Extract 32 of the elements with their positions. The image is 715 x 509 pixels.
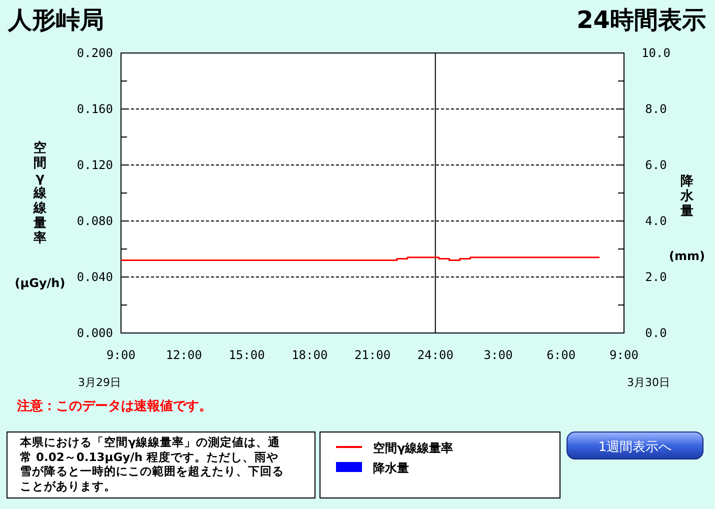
y2-tick-label: 10.0 [642,46,670,60]
text: 本県における「空間γ線線量率」の測定値は、通常 0.02～0.13μGy/h 程度です。ただし、雨や雪が降ると一時的にこの範囲を超えたり、下回ることがあります。 [20,435,285,493]
text: 降水量 (mm) [669,174,705,263]
y-tick-label: 0.080 [76,214,113,228]
y2-tick-label: 4.0 [645,214,667,228]
legend-label: 降水量 [373,461,409,475]
text: 3月29日 [78,376,121,389]
text: 注意：このデータは速報値です。 [16,398,212,414]
x-tick-label: 6:00 [546,348,576,362]
x-tick-label: 9:00 [610,348,638,362]
legend-label: 空間γ線線量率 [373,441,454,455]
y-tick-label: 0.200 [76,46,113,60]
x-tick-label: 12:00 [166,348,202,362]
x-tick-label: 21:00 [354,348,391,362]
x-tick-label: 9:00 [106,348,136,362]
x-tick-label: 15:00 [228,348,265,362]
chart-subtitle: 24時間表示 [576,6,706,34]
y-tick-label: 0.160 [76,102,113,116]
y2-tick-label: 0.0 [645,326,667,340]
chart-title: 人形峠局 [7,6,104,34]
text: 3月30日 [627,376,670,389]
y2-tick-label: 6.0 [645,158,667,172]
y2-tick-label: 2.0 [645,270,667,284]
x-tick-label: 24:00 [417,348,454,362]
text: 空間γ線線量率 (μGy/h) [14,141,66,290]
x-tick-label: 3:00 [484,348,513,362]
button: 1週間表示へ [566,432,704,460]
y-tick-label: 0.040 [76,270,113,284]
y-tick-label: 0.000 [76,326,113,340]
y2-tick-label: 8.0 [645,102,667,116]
y-tick-label: 0.120 [76,158,113,172]
x-tick-label: 18:00 [292,348,328,362]
